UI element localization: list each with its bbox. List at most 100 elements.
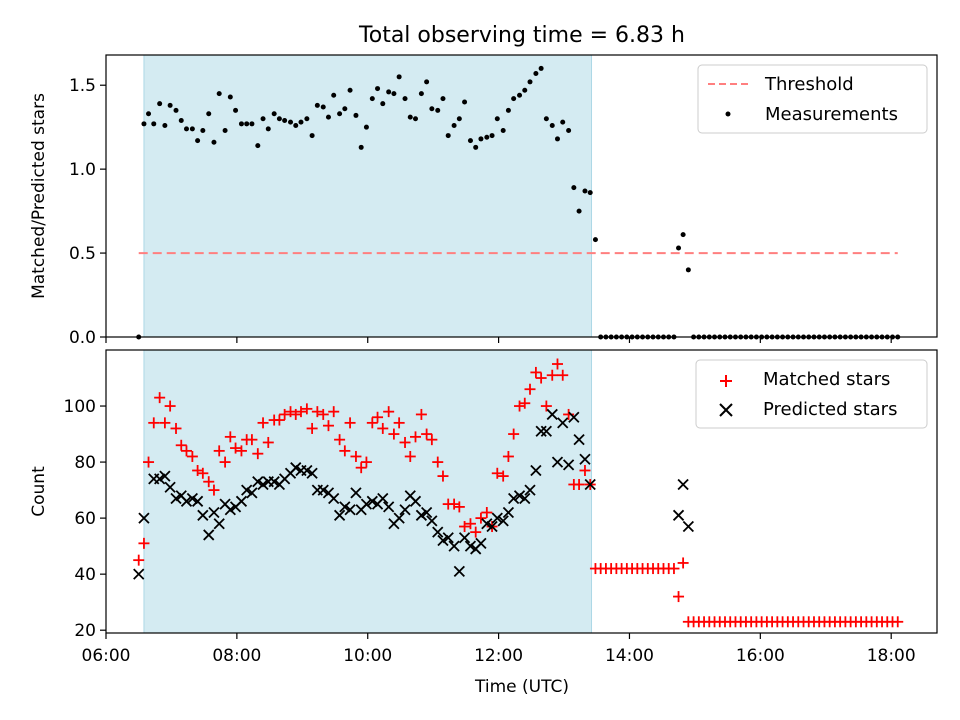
count-plot-marks xyxy=(133,358,904,628)
measurement-point xyxy=(396,74,402,80)
measurement-point xyxy=(298,119,304,125)
predicted-star-point xyxy=(573,434,585,446)
count-plot-axes: 20 40 60 80 100 06:00 08:00 10:00 12:00 14:00 16:0… xyxy=(64,397,916,666)
measurement-point xyxy=(451,123,457,128)
measurement-point xyxy=(353,112,359,118)
matched-star-point xyxy=(464,518,476,530)
predicted-star-point xyxy=(486,520,498,533)
measurement-point xyxy=(522,87,528,93)
matched-star-point xyxy=(573,478,585,490)
matched-star-point xyxy=(475,512,487,524)
legend-matched-swatch xyxy=(720,375,732,387)
measurement-point xyxy=(358,144,364,150)
predicted-star-point xyxy=(344,504,356,516)
measurement-point xyxy=(386,89,392,95)
measurement-point xyxy=(293,123,299,128)
predicted-star-point xyxy=(491,512,503,524)
matched-star-point xyxy=(491,467,503,479)
predicted-star-point xyxy=(301,464,313,477)
xtick-label: 08:00 xyxy=(212,646,261,666)
ratio-plot-frame xyxy=(105,54,938,338)
matched-star-point xyxy=(339,445,351,457)
measurement-point xyxy=(162,123,168,128)
measurement-point xyxy=(592,237,598,243)
ytick-label: 0.0 xyxy=(69,328,96,348)
predicted-star-point xyxy=(481,518,493,530)
measurement-point xyxy=(435,107,441,113)
matched-star-point xyxy=(186,450,198,462)
predicted-star-point xyxy=(170,492,182,505)
measurement-point xyxy=(511,96,517,102)
legend-threshold-label: Threshold xyxy=(764,74,854,95)
measurement-point xyxy=(571,185,577,191)
predicted-star-point xyxy=(497,515,509,527)
predicted-star-point xyxy=(235,495,248,507)
measurement-point xyxy=(375,86,381,92)
measurement-point xyxy=(309,133,315,139)
measurement-point xyxy=(412,116,418,122)
matched-star-point xyxy=(328,406,340,418)
measurement-point xyxy=(424,79,430,85)
measurement-point xyxy=(249,121,255,127)
matched-star-point xyxy=(235,445,247,457)
predicted-star-point xyxy=(203,529,215,541)
observing-window-shade xyxy=(143,54,593,338)
xtick-label: 06:00 xyxy=(82,646,131,666)
measurement-point xyxy=(342,106,348,112)
measurement-point xyxy=(206,111,212,117)
xtick-label: 14:00 xyxy=(605,646,654,666)
measurement-point xyxy=(500,128,506,134)
matched-star-point xyxy=(377,422,389,434)
predicted-star-point xyxy=(317,484,329,496)
matched-star-point xyxy=(360,456,372,468)
measurement-point xyxy=(402,96,408,102)
legend-predicted-label: Predicted stars xyxy=(763,399,897,420)
count-plot-frame xyxy=(105,349,938,634)
predicted-star-point xyxy=(409,495,422,507)
predicted-star-point xyxy=(224,504,236,516)
measurement-point xyxy=(141,121,147,127)
measurement-point xyxy=(456,116,462,122)
matched-star-point xyxy=(366,417,378,429)
legend-measurements-swatch xyxy=(725,111,731,117)
predicted-star-point xyxy=(213,518,225,530)
matched-star-point xyxy=(350,450,362,462)
predicted-star-point xyxy=(448,540,460,552)
matched-star-point xyxy=(393,417,405,429)
measurement-point xyxy=(489,133,495,139)
matched-star-point xyxy=(252,448,264,460)
measurement-point xyxy=(517,92,523,98)
measurement-point xyxy=(533,70,539,76)
measurement-point xyxy=(549,123,555,128)
matched-star-point xyxy=(262,436,274,448)
measurement-point xyxy=(445,133,451,139)
measurement-point xyxy=(363,124,369,130)
matched-star-point xyxy=(421,428,433,440)
predicted-star-point xyxy=(328,492,340,505)
matched-star-point xyxy=(502,450,514,462)
matched-star-point xyxy=(143,456,155,468)
legend-matched-label: Matched stars xyxy=(763,369,890,390)
matched-star-point xyxy=(344,417,356,429)
matched-star-point xyxy=(355,462,367,474)
measurement-point xyxy=(233,107,239,113)
matched-star-point xyxy=(677,557,689,569)
measurement-point xyxy=(418,91,424,97)
measurement-point xyxy=(494,116,500,122)
matched-star-point xyxy=(530,366,542,378)
ratio-plot-marks xyxy=(136,65,901,340)
matched-star-point xyxy=(557,369,569,381)
matched-star-point xyxy=(208,484,220,496)
predicted-star-point xyxy=(530,464,542,477)
predicted-star-point xyxy=(360,498,373,510)
predicted-star-point xyxy=(393,512,405,524)
legend-measurements-label: Measurements xyxy=(765,104,898,125)
predicted-star-point xyxy=(551,456,564,468)
measurement-point xyxy=(505,107,511,113)
measurement-point xyxy=(178,117,184,123)
ytick-label: 80 xyxy=(74,453,96,473)
measurement-point xyxy=(304,116,310,122)
predicted-star-point xyxy=(535,425,547,437)
matched-star-point xyxy=(540,400,552,412)
measurement-point xyxy=(200,128,206,134)
